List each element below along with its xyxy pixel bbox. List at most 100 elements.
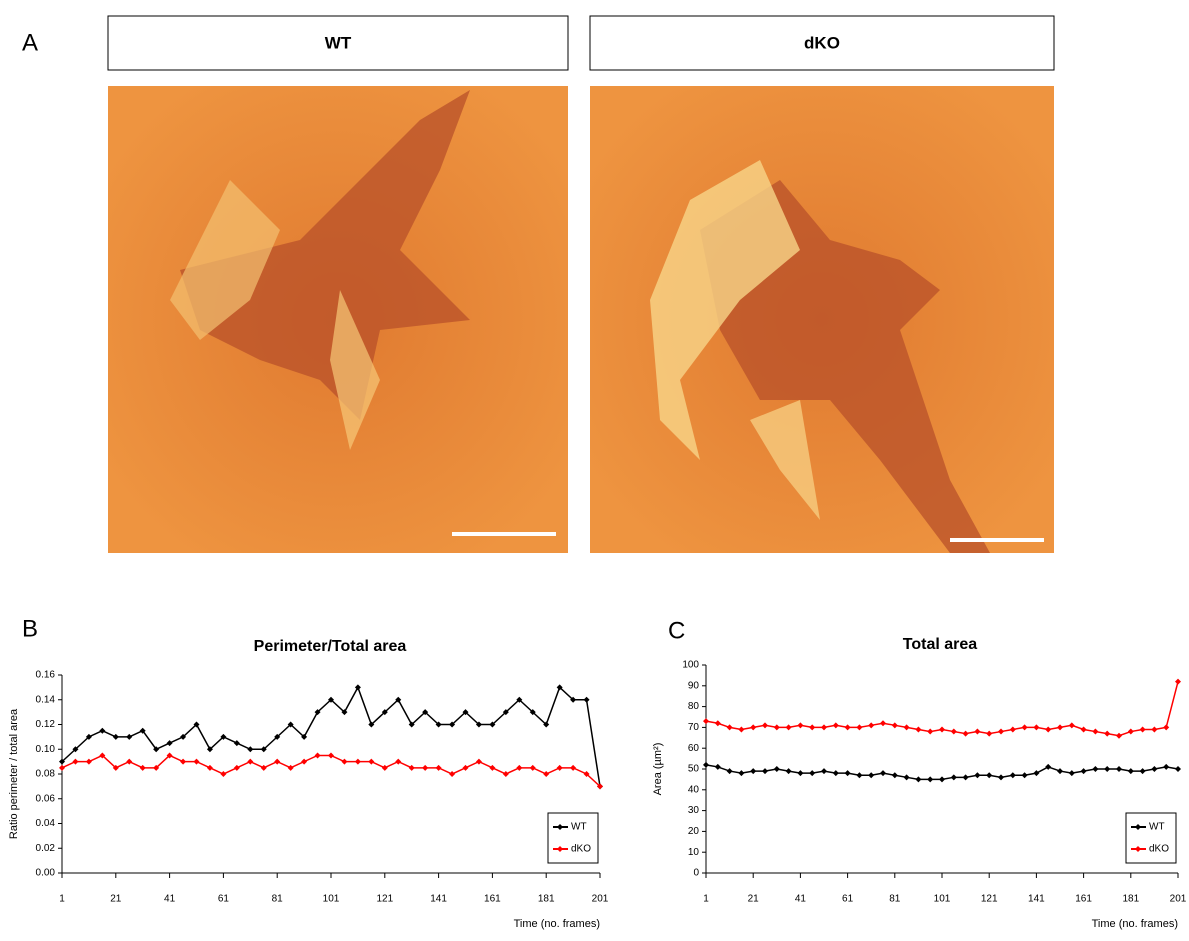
data-point bbox=[1045, 726, 1052, 733]
data-point bbox=[139, 764, 146, 771]
data-point bbox=[797, 722, 804, 729]
data-point bbox=[59, 758, 65, 765]
data-point bbox=[193, 721, 200, 728]
x-tick-label: 61 bbox=[218, 894, 230, 905]
y-tick-label: 10 bbox=[688, 847, 700, 858]
data-point bbox=[206, 746, 213, 753]
header: dKO bbox=[804, 33, 840, 52]
data-point bbox=[891, 772, 898, 779]
data-point bbox=[1139, 726, 1146, 733]
data-point bbox=[939, 776, 945, 783]
data-point bbox=[543, 771, 550, 777]
data-point bbox=[274, 733, 281, 740]
y-axis-label: Area (µm²) bbox=[652, 743, 664, 796]
data-point bbox=[880, 770, 886, 777]
x-tick-label: 201 bbox=[592, 894, 609, 905]
data-point bbox=[1009, 772, 1016, 779]
data-point bbox=[381, 709, 388, 716]
data-point bbox=[368, 758, 375, 765]
data-line bbox=[61, 754, 601, 787]
data-point bbox=[1057, 768, 1063, 775]
data-point bbox=[762, 722, 768, 729]
data-point bbox=[328, 752, 334, 759]
data-point bbox=[475, 758, 482, 765]
data-point bbox=[738, 770, 745, 777]
data-point bbox=[1092, 728, 1099, 735]
x-tick-label: 41 bbox=[795, 894, 807, 905]
data-point bbox=[193, 758, 200, 765]
data-point bbox=[714, 763, 721, 770]
data-point bbox=[785, 724, 792, 731]
y-tick-label: 0.06 bbox=[36, 793, 56, 804]
data-point bbox=[950, 774, 957, 781]
y-tick-label: 40 bbox=[688, 784, 700, 795]
data-point bbox=[180, 733, 187, 740]
data-point bbox=[422, 764, 429, 771]
data-point bbox=[1033, 724, 1040, 731]
data-point bbox=[1021, 724, 1028, 731]
data-point bbox=[998, 774, 1004, 781]
data-point bbox=[974, 772, 981, 779]
data-point bbox=[449, 771, 456, 777]
y-tick-label: 20 bbox=[688, 826, 700, 837]
legend-marker bbox=[557, 824, 563, 830]
data-point bbox=[220, 733, 227, 740]
legend-label: WT bbox=[1149, 822, 1165, 833]
data-point bbox=[381, 764, 388, 771]
legend-marker bbox=[1135, 846, 1141, 852]
data-point bbox=[570, 696, 577, 703]
data-point bbox=[489, 764, 496, 771]
data-point bbox=[844, 770, 851, 777]
data-point bbox=[274, 758, 281, 765]
data-point bbox=[1021, 772, 1028, 779]
data-point bbox=[868, 722, 875, 729]
data-point bbox=[489, 721, 496, 728]
data-point bbox=[516, 696, 523, 703]
data-point bbox=[354, 684, 361, 691]
y-tick-label: 0.04 bbox=[36, 818, 56, 829]
y-tick-label: 50 bbox=[688, 764, 700, 775]
data-point bbox=[1151, 766, 1158, 772]
header-box bbox=[107, 15, 569, 71]
data-point bbox=[502, 709, 509, 716]
x-tick-label: 61 bbox=[842, 894, 854, 905]
y-tick-label: 0.12 bbox=[36, 719, 56, 730]
legend-label: WT bbox=[571, 822, 587, 833]
data-point bbox=[354, 758, 361, 765]
x-tick-label: 1 bbox=[59, 894, 65, 905]
data-point bbox=[950, 728, 957, 735]
x-tick-label: 101 bbox=[934, 894, 951, 905]
x-tick-label: 101 bbox=[323, 894, 340, 905]
data-point bbox=[785, 768, 792, 775]
x-tick-label: 121 bbox=[981, 894, 998, 905]
y-tick-label: 60 bbox=[688, 743, 700, 754]
header-box bbox=[589, 15, 1055, 71]
data-point bbox=[1127, 728, 1134, 735]
data-point bbox=[449, 721, 456, 728]
data-point bbox=[153, 764, 160, 771]
data-point bbox=[139, 727, 146, 734]
data-point bbox=[328, 696, 334, 703]
data-point bbox=[287, 721, 294, 728]
data-point bbox=[1175, 766, 1181, 772]
y-tick-label: 0.16 bbox=[36, 670, 56, 681]
data-point bbox=[166, 740, 173, 747]
data-point bbox=[341, 758, 348, 765]
panel-label: C bbox=[668, 617, 685, 644]
data-point bbox=[1068, 770, 1075, 777]
data-point bbox=[85, 733, 92, 740]
data-point bbox=[773, 766, 780, 772]
y-tick-label: 0.10 bbox=[36, 744, 56, 755]
data-point bbox=[233, 764, 240, 771]
panel-label: B bbox=[22, 615, 38, 642]
data-point bbox=[435, 721, 442, 728]
data-point bbox=[1116, 732, 1122, 739]
data-point bbox=[703, 761, 709, 768]
data-point bbox=[395, 758, 402, 765]
x-tick-label: 161 bbox=[484, 894, 501, 905]
x-tick-label: 81 bbox=[889, 894, 901, 905]
data-point bbox=[301, 733, 308, 740]
x-tick-label: 41 bbox=[164, 894, 176, 905]
data-point bbox=[341, 709, 348, 716]
